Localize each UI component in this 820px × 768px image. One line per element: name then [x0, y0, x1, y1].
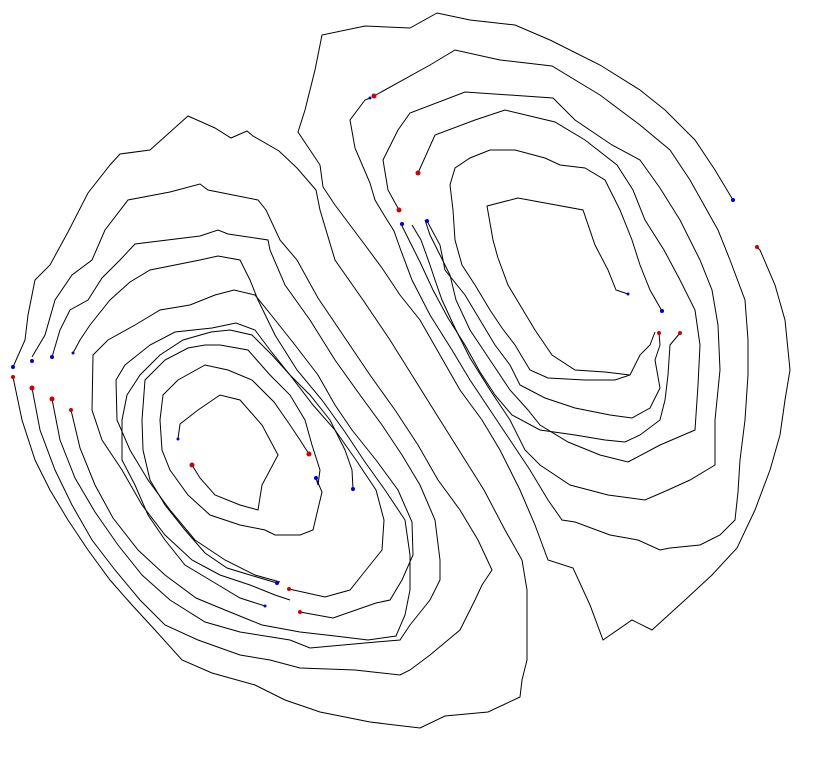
- blue-dot: [368, 96, 372, 100]
- red-dot: [29, 385, 35, 391]
- red-dot: [657, 331, 661, 335]
- contour-line: [51, 229, 441, 649]
- red-dot: [189, 462, 195, 468]
- contour-line: [91, 289, 414, 619]
- contour-line: [297, 12, 791, 641]
- blue-dot: [626, 292, 630, 296]
- blue-dot: [425, 219, 429, 223]
- blue-dot: [11, 365, 15, 369]
- red-dot: [306, 451, 312, 457]
- blue-dot: [351, 487, 355, 491]
- blue-dot: [176, 437, 180, 441]
- blue-dot: [263, 604, 267, 608]
- contour-line: [115, 322, 385, 598]
- red-dot: [678, 331, 682, 335]
- contour-line: [31, 183, 493, 676]
- blue-markers: [11, 96, 735, 608]
- blue-dot: [314, 476, 318, 480]
- contour-line: [349, 49, 749, 551]
- red-dot: [371, 93, 377, 99]
- red-dot: [298, 610, 302, 614]
- blue-dot: [660, 309, 664, 313]
- red-dot: [287, 587, 291, 591]
- right-lobe: [297, 12, 791, 641]
- red-dot: [396, 207, 402, 213]
- blue-dot: [50, 355, 54, 359]
- red-dot: [49, 396, 55, 402]
- blue-dot: [71, 351, 75, 355]
- contour-line: [12, 115, 528, 729]
- red-dot: [415, 170, 421, 176]
- blue-dot: [30, 359, 34, 363]
- red-dot: [755, 245, 759, 249]
- red-markers: [11, 93, 759, 614]
- contour-line: [417, 109, 701, 463]
- contour-line: [426, 220, 661, 419]
- blue-dot: [400, 222, 404, 226]
- contour-line: [177, 394, 279, 511]
- contour-line: [141, 344, 323, 584]
- blue-dot: [731, 198, 735, 202]
- left-lobe: [12, 115, 528, 729]
- contour-line: [401, 225, 681, 443]
- red-dot: [11, 375, 15, 379]
- blue-dot: [275, 581, 279, 585]
- contour-line: [449, 149, 663, 381]
- contour-line: [382, 91, 721, 501]
- contour-line: [121, 329, 354, 607]
- contour-line: [486, 197, 631, 376]
- contour-line: [70, 255, 411, 641]
- red-dot: [69, 408, 73, 412]
